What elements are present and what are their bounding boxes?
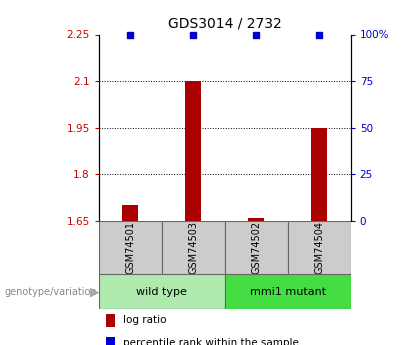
Bar xyxy=(162,221,225,274)
Title: GDS3014 / 2732: GDS3014 / 2732 xyxy=(168,17,281,31)
Bar xyxy=(106,337,116,345)
Bar xyxy=(288,221,351,274)
Bar xyxy=(248,218,264,221)
Text: percentile rank within the sample: percentile rank within the sample xyxy=(123,338,299,345)
Bar xyxy=(185,81,201,221)
Text: mmi1 mutant: mmi1 mutant xyxy=(249,287,326,296)
Bar xyxy=(122,205,138,221)
Bar xyxy=(225,274,351,309)
Text: genotype/variation: genotype/variation xyxy=(4,287,97,296)
Text: GSM74502: GSM74502 xyxy=(251,221,261,274)
Text: GSM74504: GSM74504 xyxy=(314,221,324,274)
Text: GSM74503: GSM74503 xyxy=(188,221,198,274)
Bar xyxy=(311,128,327,221)
Text: wild type: wild type xyxy=(136,287,187,296)
Bar xyxy=(99,221,162,274)
Bar xyxy=(99,274,225,309)
Bar xyxy=(225,221,288,274)
Text: ▶: ▶ xyxy=(90,285,100,298)
Text: log ratio: log ratio xyxy=(123,315,166,325)
Bar xyxy=(106,314,116,327)
Text: GSM74501: GSM74501 xyxy=(125,221,135,274)
